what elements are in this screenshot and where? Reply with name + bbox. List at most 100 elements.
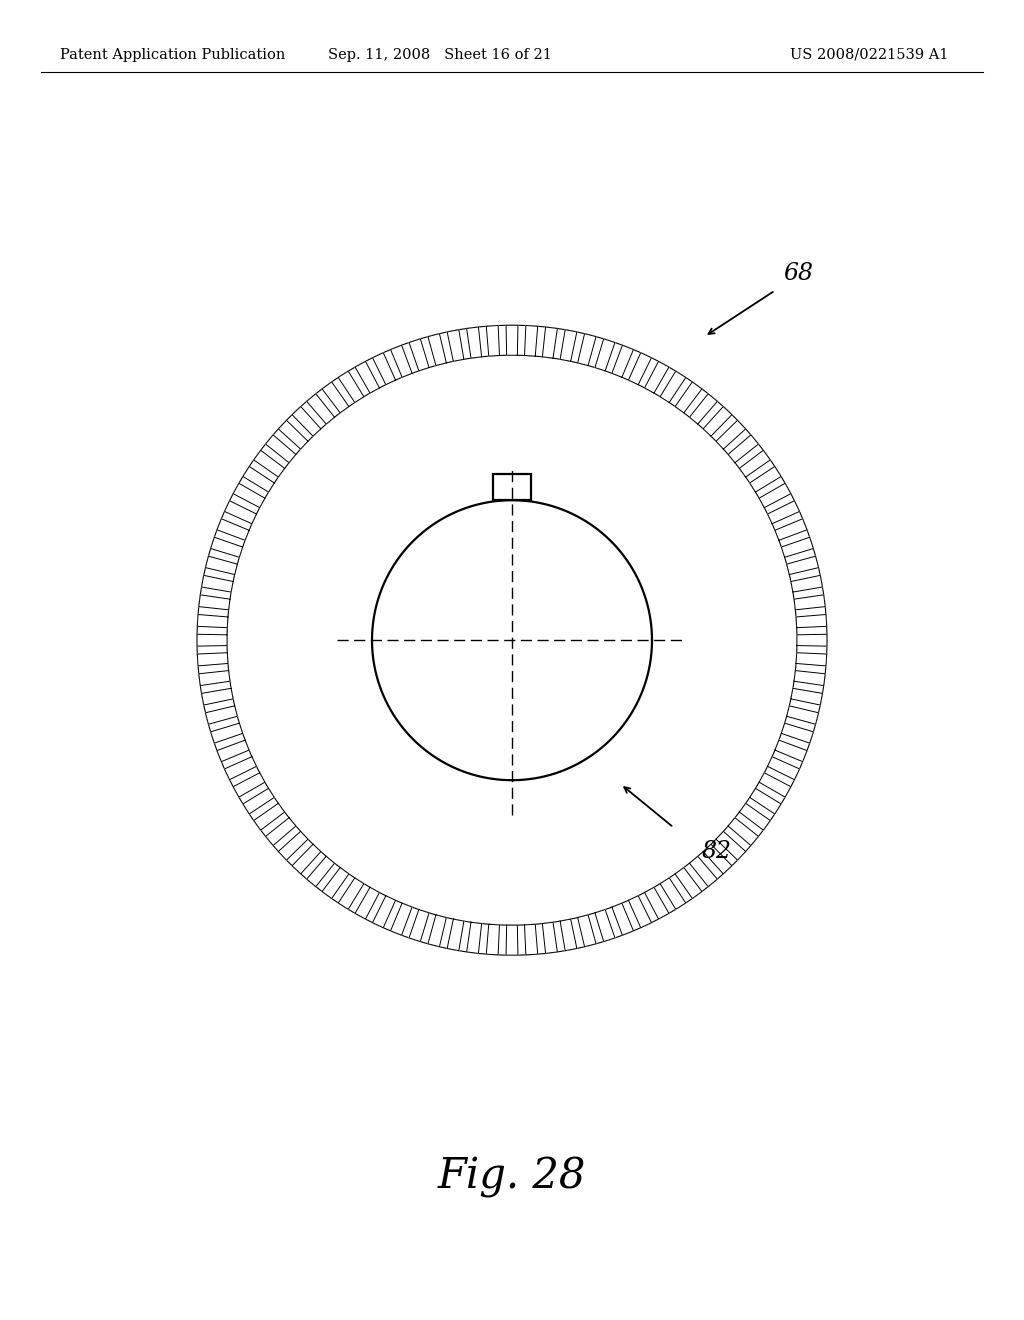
Polygon shape xyxy=(578,334,596,366)
Polygon shape xyxy=(202,688,233,705)
Polygon shape xyxy=(716,420,745,449)
Polygon shape xyxy=(390,903,412,935)
Polygon shape xyxy=(265,817,296,846)
Polygon shape xyxy=(595,339,615,371)
Polygon shape xyxy=(409,339,429,371)
Polygon shape xyxy=(703,407,732,436)
Polygon shape xyxy=(660,371,686,403)
Polygon shape xyxy=(279,420,308,449)
Polygon shape xyxy=(197,635,227,645)
Polygon shape xyxy=(781,723,813,743)
Polygon shape xyxy=(612,346,634,378)
Polygon shape xyxy=(524,326,538,356)
Polygon shape xyxy=(759,483,791,508)
Polygon shape xyxy=(202,576,233,593)
Polygon shape xyxy=(689,857,718,887)
Polygon shape xyxy=(217,519,249,540)
Polygon shape xyxy=(775,519,807,540)
Text: Sep. 11, 2008   Sheet 16 of 21: Sep. 11, 2008 Sheet 16 of 21 xyxy=(328,48,552,62)
Text: US 2008/0221539 A1: US 2008/0221539 A1 xyxy=(791,48,949,62)
Polygon shape xyxy=(198,615,228,628)
Polygon shape xyxy=(373,352,395,384)
Polygon shape xyxy=(524,924,538,954)
Polygon shape xyxy=(739,450,770,477)
Text: 82: 82 xyxy=(701,840,731,863)
Polygon shape xyxy=(243,788,274,814)
Polygon shape xyxy=(796,615,826,628)
Polygon shape xyxy=(467,923,481,953)
Polygon shape xyxy=(211,723,243,743)
Polygon shape xyxy=(323,867,349,899)
Text: Patent Application Publication: Patent Application Publication xyxy=(60,48,286,62)
Polygon shape xyxy=(629,352,651,384)
Polygon shape xyxy=(428,915,446,946)
Polygon shape xyxy=(224,500,256,524)
Polygon shape xyxy=(750,788,781,814)
Polygon shape xyxy=(233,772,265,797)
Polygon shape xyxy=(675,381,701,413)
Polygon shape xyxy=(644,887,669,919)
Polygon shape xyxy=(486,924,500,954)
Polygon shape xyxy=(292,845,321,874)
Polygon shape xyxy=(781,537,813,557)
Bar xyxy=(493,474,531,500)
Polygon shape xyxy=(739,804,770,830)
Polygon shape xyxy=(355,362,380,393)
Polygon shape xyxy=(428,334,446,366)
Polygon shape xyxy=(796,652,826,665)
Polygon shape xyxy=(595,909,615,941)
Polygon shape xyxy=(786,556,818,574)
Polygon shape xyxy=(750,466,781,492)
Polygon shape xyxy=(206,706,238,725)
Polygon shape xyxy=(224,756,256,780)
Polygon shape xyxy=(409,909,429,941)
Polygon shape xyxy=(486,326,500,356)
Polygon shape xyxy=(447,919,464,950)
Polygon shape xyxy=(254,450,285,477)
Polygon shape xyxy=(306,857,335,887)
Polygon shape xyxy=(578,915,596,946)
Polygon shape xyxy=(716,832,745,861)
Polygon shape xyxy=(660,878,686,909)
Polygon shape xyxy=(447,330,464,362)
Text: 68: 68 xyxy=(783,261,813,285)
Polygon shape xyxy=(791,576,822,593)
Polygon shape xyxy=(338,878,364,909)
Polygon shape xyxy=(211,537,243,557)
Polygon shape xyxy=(689,393,718,424)
Polygon shape xyxy=(543,327,557,358)
Polygon shape xyxy=(355,887,380,919)
Polygon shape xyxy=(206,556,238,574)
Polygon shape xyxy=(794,595,825,610)
Polygon shape xyxy=(217,741,249,762)
Polygon shape xyxy=(560,330,577,362)
Polygon shape xyxy=(265,434,296,463)
Polygon shape xyxy=(797,635,827,645)
Polygon shape xyxy=(254,804,285,830)
Polygon shape xyxy=(768,500,800,524)
Polygon shape xyxy=(560,919,577,950)
Polygon shape xyxy=(390,346,412,378)
Polygon shape xyxy=(243,466,274,492)
Polygon shape xyxy=(199,595,230,610)
Polygon shape xyxy=(199,671,230,685)
Polygon shape xyxy=(338,371,364,403)
Polygon shape xyxy=(759,772,791,797)
Polygon shape xyxy=(629,896,651,928)
Polygon shape xyxy=(644,362,669,393)
Polygon shape xyxy=(306,393,335,424)
Polygon shape xyxy=(198,652,228,665)
Polygon shape xyxy=(292,407,321,436)
Polygon shape xyxy=(768,756,800,780)
Polygon shape xyxy=(467,327,481,358)
Polygon shape xyxy=(786,706,818,725)
Polygon shape xyxy=(703,845,732,874)
Polygon shape xyxy=(728,817,759,846)
Polygon shape xyxy=(612,903,634,935)
Polygon shape xyxy=(728,434,759,463)
Text: Fig. 28: Fig. 28 xyxy=(438,1156,586,1199)
Polygon shape xyxy=(543,923,557,953)
Polygon shape xyxy=(675,867,701,899)
Polygon shape xyxy=(279,832,308,861)
Polygon shape xyxy=(373,896,395,928)
